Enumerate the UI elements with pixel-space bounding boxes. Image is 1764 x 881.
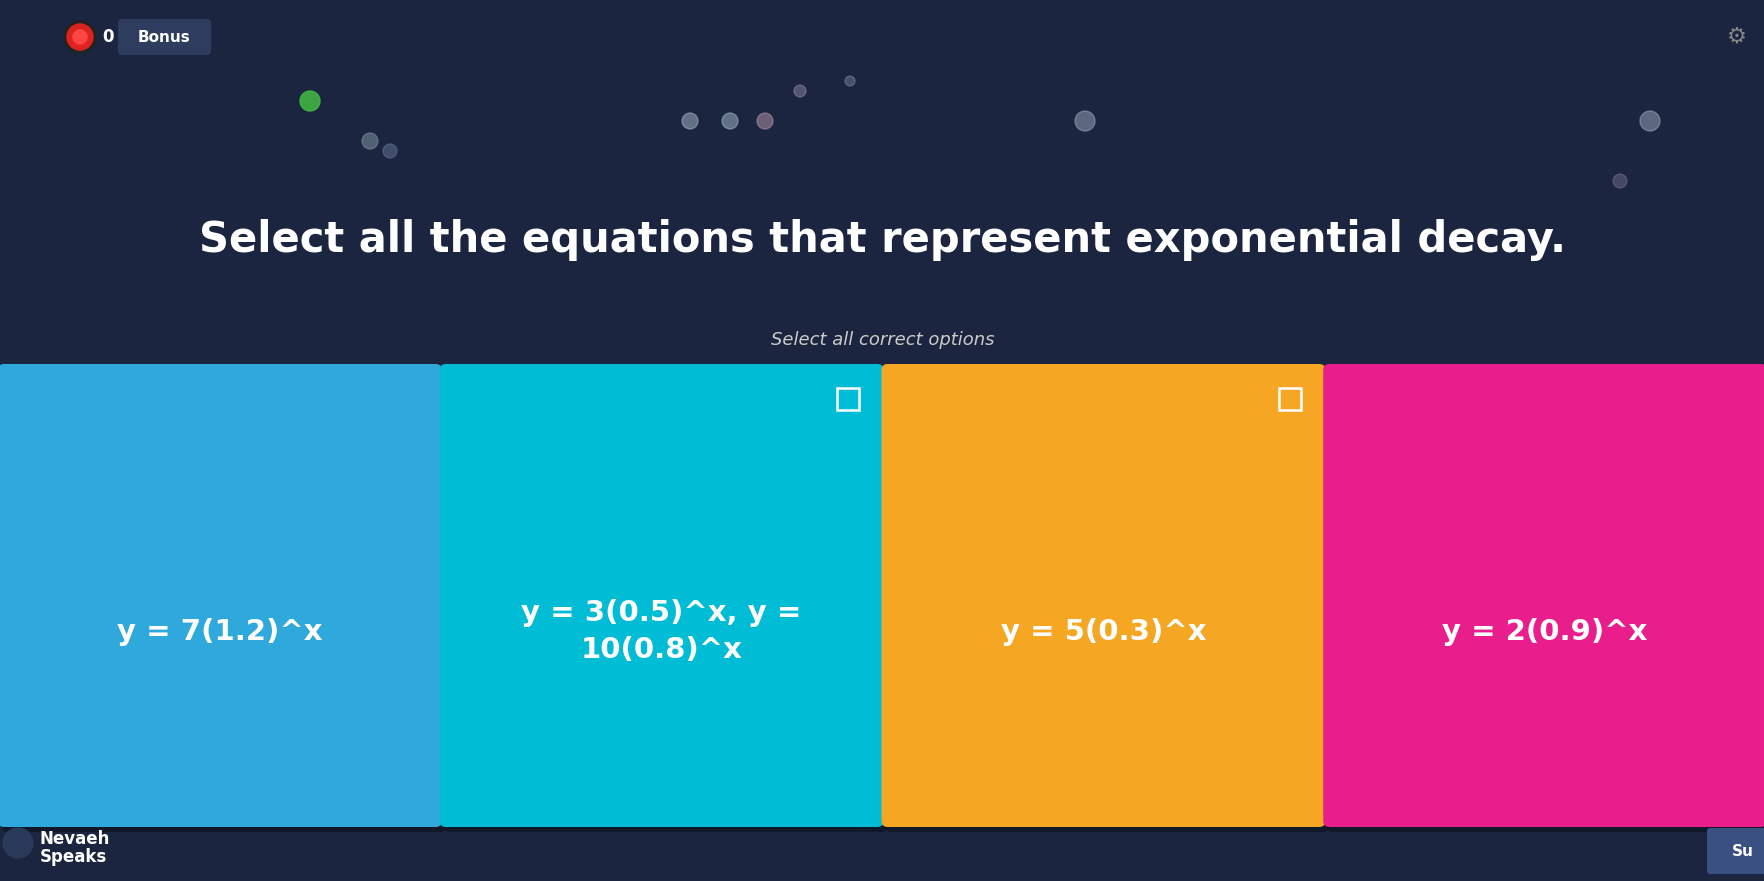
- FancyBboxPatch shape: [1323, 364, 1764, 827]
- Circle shape: [300, 91, 319, 111]
- FancyBboxPatch shape: [886, 369, 1328, 832]
- Text: Su: Su: [1730, 843, 1753, 858]
- Text: y = 2(0.9)^x: y = 2(0.9)^x: [1441, 618, 1648, 646]
- Text: Speaks: Speaks: [41, 848, 108, 866]
- Bar: [1279, 388, 1300, 410]
- FancyBboxPatch shape: [0, 364, 441, 827]
- Circle shape: [4, 828, 34, 858]
- Circle shape: [72, 30, 86, 44]
- Circle shape: [681, 113, 697, 129]
- Circle shape: [1612, 174, 1626, 188]
- Text: Nevaeh: Nevaeh: [41, 830, 111, 848]
- FancyBboxPatch shape: [1327, 369, 1764, 832]
- FancyBboxPatch shape: [439, 364, 884, 827]
- Circle shape: [794, 85, 806, 97]
- Circle shape: [64, 21, 95, 53]
- Text: Bonus: Bonus: [138, 29, 191, 45]
- FancyBboxPatch shape: [2, 369, 446, 832]
- Circle shape: [1639, 111, 1660, 131]
- Text: Select all the equations that represent exponential decay.: Select all the equations that represent …: [199, 219, 1565, 261]
- FancyBboxPatch shape: [1706, 828, 1764, 874]
- Text: y = 5(0.3)^x: y = 5(0.3)^x: [1000, 618, 1205, 646]
- FancyBboxPatch shape: [880, 364, 1325, 827]
- Text: 0: 0: [102, 28, 113, 46]
- FancyBboxPatch shape: [118, 19, 212, 55]
- Circle shape: [67, 24, 93, 50]
- Circle shape: [383, 144, 397, 158]
- Text: y = 7(1.2)^x: y = 7(1.2)^x: [116, 618, 323, 646]
- Circle shape: [1074, 111, 1094, 131]
- Bar: [838, 388, 859, 410]
- Circle shape: [845, 76, 854, 86]
- FancyBboxPatch shape: [443, 369, 887, 832]
- Text: y = 3(0.5)^x, y =
10(0.8)^x: y = 3(0.5)^x, y = 10(0.8)^x: [520, 599, 801, 664]
- Circle shape: [757, 113, 773, 129]
- Circle shape: [721, 113, 737, 129]
- Text: ⚙: ⚙: [1725, 27, 1746, 47]
- Circle shape: [362, 133, 377, 149]
- Text: Select all correct options: Select all correct options: [771, 331, 993, 349]
